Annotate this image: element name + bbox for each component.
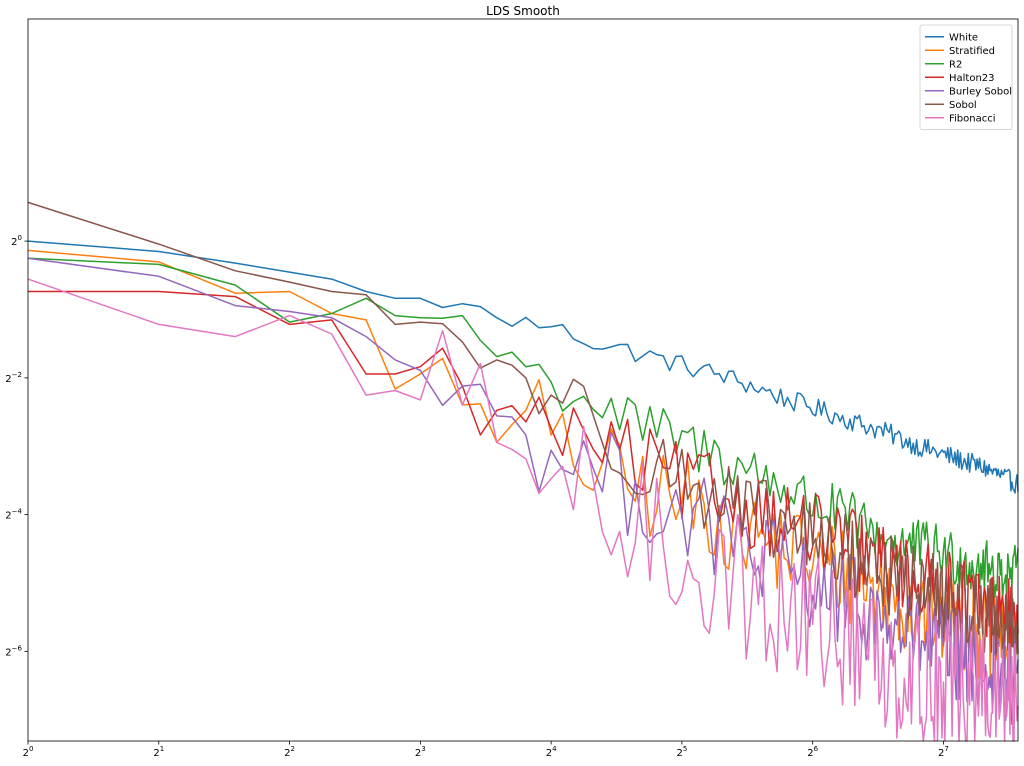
plot-frame	[27, 18, 1019, 742]
legend-label-fibonacci: Fibonacci	[949, 113, 996, 124]
series-line-halton23	[28, 290, 1019, 656]
x-tick-label: 20	[23, 745, 34, 759]
legend: White Stratified R2 Halton23 Burley Sobol Sob…	[919, 24, 1013, 130]
y-tick-label: 20	[11, 234, 22, 248]
x-tick-label: 27	[938, 745, 949, 759]
x-tick-label: 26	[807, 745, 818, 759]
legend-box	[919, 24, 1013, 130]
x-tick-label: 23	[415, 745, 426, 759]
legend-label-r2: R2	[949, 59, 962, 70]
series-line-burley-sobol	[27, 257, 1019, 725]
x-tick-label: 22	[284, 745, 295, 759]
y-tick-label: 2−6	[5, 644, 22, 658]
legend-label-white: White	[949, 32, 978, 43]
series-line-fibonacci	[27, 278, 1019, 742]
legend-label-sobol: Sobol	[949, 100, 977, 111]
series-line-white	[27, 240, 1019, 494]
x-tick-label: 21	[153, 745, 164, 759]
y-tick-label: 2−4	[5, 508, 22, 522]
legend-label-stratified: Stratified	[949, 46, 995, 57]
series-line-r2	[27, 257, 1019, 600]
legend-label-burley-sobol: Burley Sobol	[949, 86, 1012, 97]
x-tick-label: 25	[676, 745, 687, 759]
axes-layer: 20 21 22 23 24 25 26 27 20 2−2 2−4 2−6	[5, 18, 1019, 759]
legend-label-halton23: Halton23	[949, 73, 995, 84]
series-layer	[27, 201, 1019, 742]
y-tick-label: 2−2	[5, 371, 22, 385]
chart-title: LDS Smooth	[486, 4, 560, 18]
x-tick-label: 24	[546, 745, 557, 759]
